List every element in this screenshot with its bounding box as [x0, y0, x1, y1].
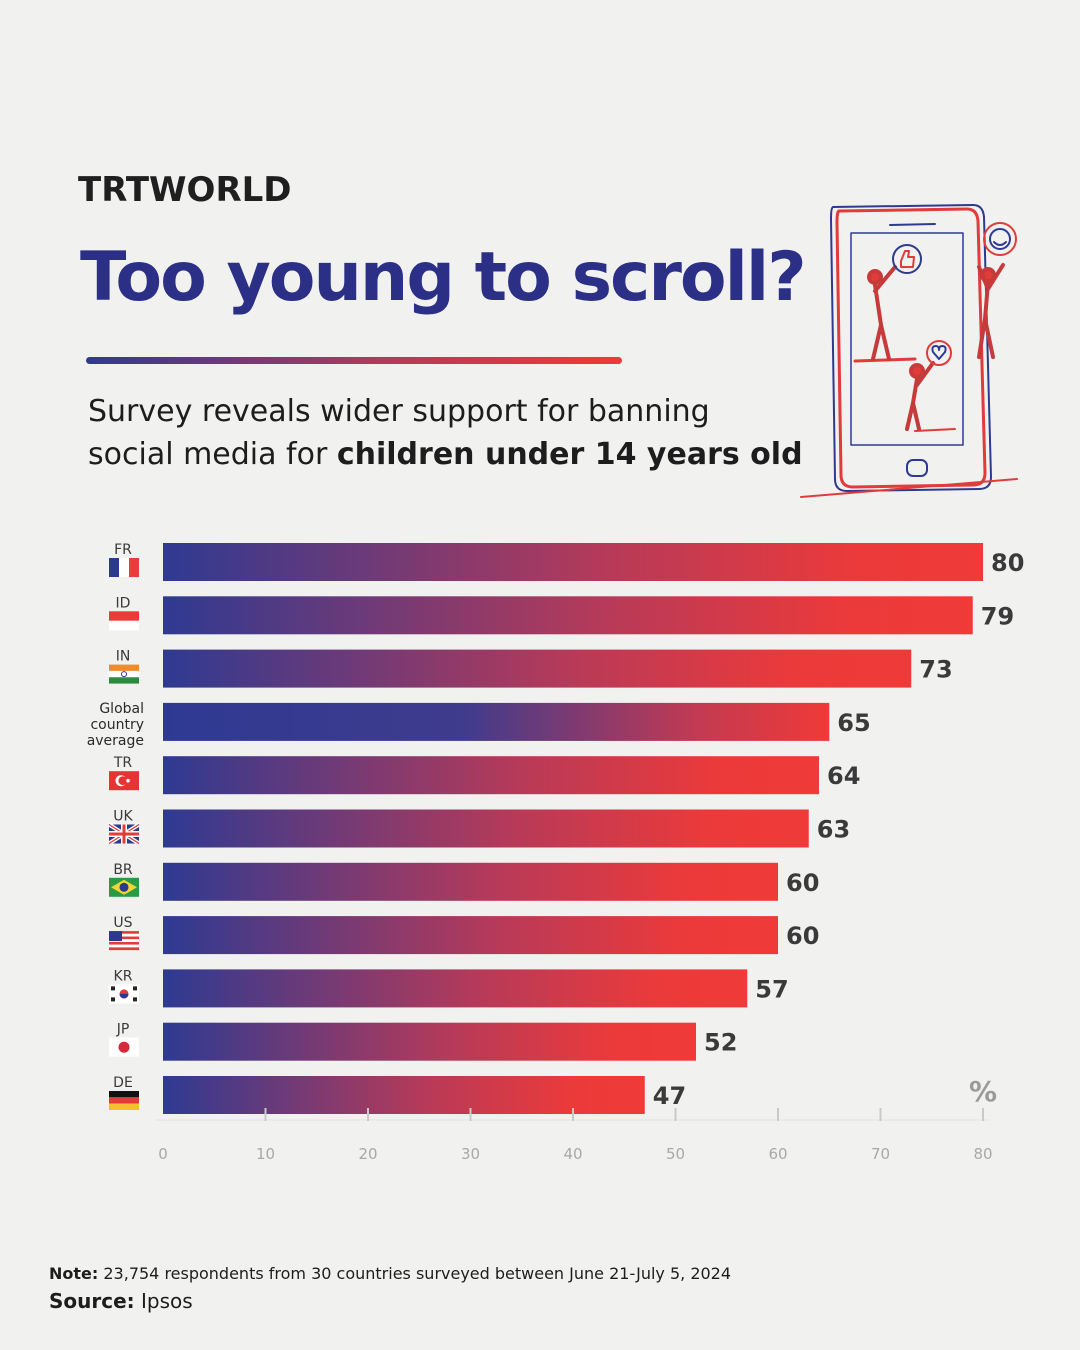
title-underline — [86, 357, 622, 364]
tick-label: 80 — [973, 1145, 992, 1163]
heart-icon — [926, 340, 952, 366]
figure-thumbs-up — [867, 265, 897, 361]
source-text: Ipsos — [134, 1289, 193, 1313]
value-label: 80 — [991, 549, 1024, 577]
home-button-icon — [906, 459, 928, 477]
figure-waving — [977, 263, 1005, 359]
category-label: KR — [114, 968, 133, 984]
value-label: 65 — [837, 709, 870, 737]
value-label: 57 — [755, 975, 788, 1003]
phone-outline-front — [835, 207, 987, 489]
bar — [163, 702, 830, 741]
bar-row: 79 ID — [109, 595, 1014, 635]
page-title: Too young to scroll? — [80, 238, 807, 317]
value-label: 60 — [786, 922, 819, 950]
bar-row: 63 UK — [107, 809, 850, 848]
value-label: 60 — [786, 869, 819, 897]
flag-tr-icon — [109, 771, 139, 791]
phone-screen — [850, 232, 964, 446]
bar-row: 60 US — [109, 915, 819, 955]
subtitle: Survey reveals wider support for banning… — [88, 390, 803, 476]
bar-row: 52 JP — [109, 1022, 737, 1061]
bar — [163, 916, 778, 955]
category-label: ID — [116, 595, 131, 611]
bar — [163, 543, 983, 581]
category-label: TR — [113, 755, 133, 771]
tick-label: 40 — [563, 1145, 582, 1163]
footer-source: Source: Ipsos — [49, 1289, 193, 1313]
subtitle-line-2-bold: children under 14 years old — [336, 437, 803, 472]
bar-row: 60 BR — [109, 862, 819, 901]
tick-label: 20 — [358, 1145, 377, 1163]
flag-fr-icon — [109, 558, 139, 577]
note-text: 23,754 respondents from 30 countries sur… — [98, 1264, 732, 1283]
category-label: average — [87, 733, 144, 749]
flag-us-icon — [109, 931, 139, 951]
unit-label: % — [969, 1075, 997, 1108]
bar-row: 47 DE — [109, 1075, 686, 1114]
tick-label: 10 — [256, 1145, 275, 1163]
figure-heart — [905, 361, 935, 431]
tick-label: 0 — [158, 1145, 168, 1163]
tick-label: 30 — [461, 1145, 480, 1163]
bar — [163, 809, 809, 848]
bar — [163, 756, 819, 795]
category-label: BR — [113, 862, 133, 878]
bar — [163, 1076, 645, 1114]
tick-label: 60 — [768, 1145, 787, 1163]
bar — [163, 969, 748, 1008]
tick-label: 50 — [666, 1145, 685, 1163]
note-label: Note: — [49, 1264, 99, 1283]
category-label: IN — [116, 649, 131, 665]
tick-label: 70 — [871, 1145, 890, 1163]
category-label: FR — [114, 542, 132, 558]
category-label: UK — [113, 809, 133, 825]
x-axis: 0 10 20 30 40 50 60 70 80 — [155, 1108, 993, 1163]
smiley-face-icon — [983, 222, 1017, 256]
bar-row: 57 KR — [109, 968, 789, 1008]
thumbs-up-icon — [892, 244, 922, 274]
value-label: 47 — [653, 1082, 686, 1110]
value-label: 64 — [827, 762, 860, 790]
value-label: 73 — [919, 656, 952, 684]
category-label: country — [90, 717, 144, 733]
subtitle-line-1: Survey reveals wider support for banning — [88, 394, 710, 429]
flag-in-icon — [109, 664, 139, 684]
bar — [163, 1022, 696, 1061]
trt-world-logo: TRTWORLD — [78, 170, 292, 210]
bar-row: 73 IN — [109, 649, 953, 688]
value-label: 52 — [704, 1029, 737, 1057]
category-label: JP — [116, 1022, 130, 1038]
flag-br-icon — [109, 877, 139, 897]
bar — [163, 596, 973, 635]
category-label: US — [113, 915, 132, 931]
subtitle-line-2-plain: social media for — [88, 437, 337, 472]
value-label: 79 — [981, 602, 1014, 630]
flag-kr-icon — [109, 984, 139, 1004]
category-label: Global — [99, 701, 144, 717]
source-label: Source: — [49, 1289, 135, 1313]
bar — [163, 649, 912, 688]
bar — [163, 862, 778, 901]
flag-uk-icon — [107, 822, 141, 846]
flag-jp-icon — [109, 1037, 139, 1057]
bar-row: 80 FR — [109, 542, 1024, 581]
flag-id-icon — [109, 611, 139, 631]
bar-row: 64 TR — [109, 755, 860, 795]
phone-outline-back — [830, 204, 992, 492]
flag-de-icon — [109, 1091, 139, 1110]
category-label: DE — [113, 1075, 133, 1091]
value-label: 63 — [817, 816, 850, 844]
phone-illustration — [800, 204, 1018, 498]
footer-note: Note: 23,754 respondents from 30 countri… — [49, 1264, 731, 1283]
